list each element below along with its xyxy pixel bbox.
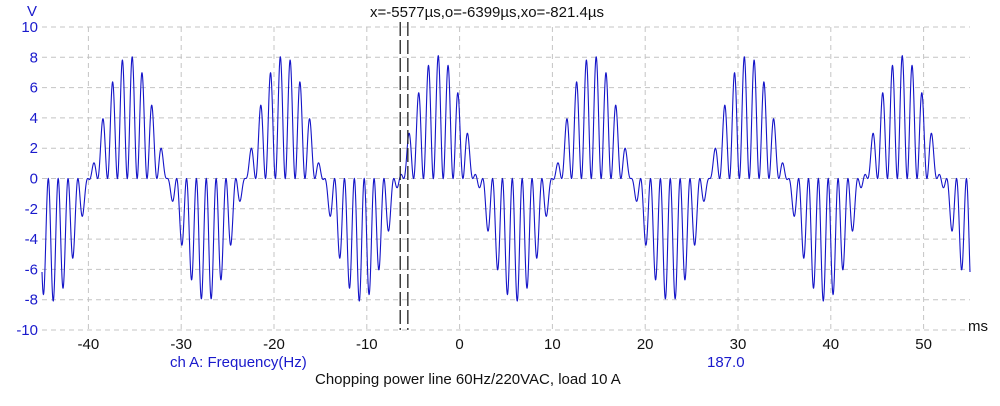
y-tick-label: -2 (25, 201, 38, 218)
y-tick-labels: 10 8 6 4 2 0 -2 -4 -6 -8 -10 (16, 19, 38, 339)
y-tick-label: 6 (30, 80, 38, 97)
cursor-lines[interactable] (399, 22, 409, 330)
x-tick-label: -10 (356, 336, 378, 353)
y-tick-label: 8 (30, 49, 38, 66)
measurement-label: ch A: Frequency(Hz) (170, 354, 307, 371)
x-tick-labels: -40 -30 -20 -10 0 10 20 30 40 50 (78, 336, 932, 353)
x-tick-label: 0 (455, 336, 463, 353)
y-tick-label: 2 (30, 140, 38, 157)
waveform-trace (41, 54, 971, 302)
y-tick-label: -8 (25, 292, 38, 309)
grid-lines (42, 26, 970, 331)
y-tick-label: 4 (30, 110, 38, 127)
trace-layer (41, 54, 971, 302)
y-tick-label: -10 (16, 322, 38, 339)
measurement-value: 187.0 (707, 354, 745, 371)
x-tick-label: 40 (822, 336, 839, 353)
x-tick-label: -20 (263, 336, 285, 353)
y-tick-label: 10 (21, 19, 38, 36)
y-tick-label: 0 (30, 171, 38, 188)
x-tick-label: 20 (637, 336, 654, 353)
x-axis-unit-label: ms (968, 318, 988, 335)
x-tick-label: -40 (78, 336, 100, 353)
x-tick-label: 30 (730, 336, 747, 353)
y-axis-unit-label: V (27, 3, 37, 20)
x-tick-label: 10 (544, 336, 561, 353)
chart-title: Chopping power line 60Hz/220VAC, load 10… (315, 371, 621, 388)
y-tick-label: -4 (25, 231, 38, 248)
x-tick-label: 50 (915, 336, 932, 353)
x-tick-label: -30 (170, 336, 192, 353)
y-tick-label: -6 (25, 261, 38, 278)
cursor-readout: x=-5577µs,o=-6399µs,xo=-821.4µs (370, 4, 604, 21)
